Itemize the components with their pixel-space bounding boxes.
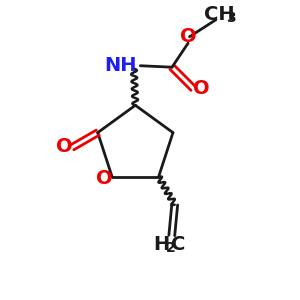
Text: O: O: [193, 79, 210, 98]
Text: H: H: [153, 235, 170, 254]
Text: 2: 2: [165, 241, 175, 255]
Text: 3: 3: [226, 11, 236, 25]
Text: C: C: [171, 235, 185, 254]
Text: O: O: [56, 137, 73, 156]
Text: O: O: [180, 27, 196, 46]
Text: O: O: [96, 169, 112, 188]
Text: NH: NH: [104, 56, 137, 75]
Text: CH: CH: [203, 5, 234, 24]
